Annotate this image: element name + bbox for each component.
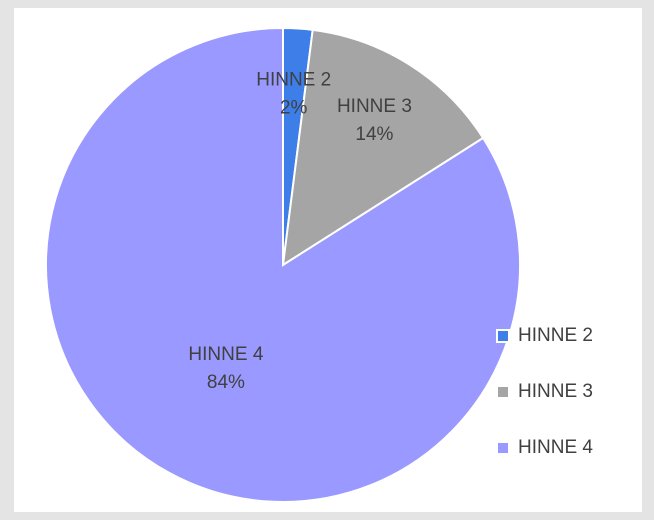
data-label-value: 14% bbox=[355, 124, 393, 145]
data-label-name: HINNE 3 bbox=[337, 96, 412, 117]
legend-swatch bbox=[496, 329, 510, 343]
data-label-value: 2% bbox=[280, 98, 308, 119]
pie-slice bbox=[45, 26, 521, 503]
legend-label: HINNE 3 bbox=[518, 381, 593, 402]
pie-slice bbox=[281, 28, 485, 267]
data-label-name: HINNE 2 bbox=[256, 70, 331, 91]
legend-swatch bbox=[496, 385, 510, 399]
legend-label: HINNE 4 bbox=[518, 437, 593, 458]
data-label-value: 84% bbox=[207, 372, 245, 393]
legend-swatch bbox=[496, 441, 510, 455]
legend-label: HINNE 2 bbox=[518, 325, 593, 346]
data-label-name: HINNE 4 bbox=[188, 344, 263, 365]
